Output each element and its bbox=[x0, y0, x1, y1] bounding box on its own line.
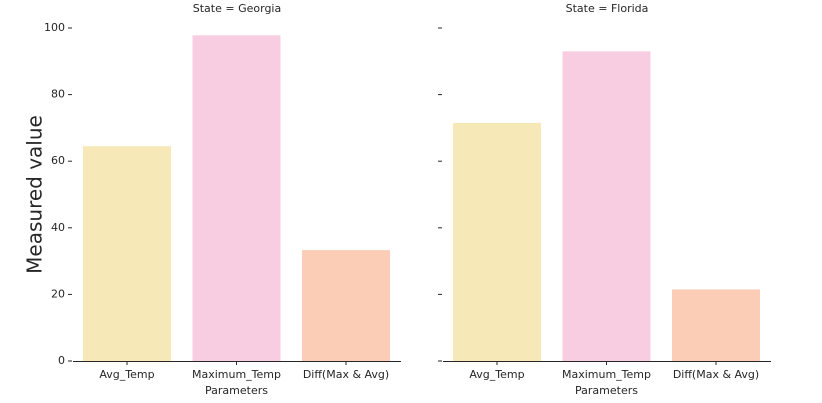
y-tick-label-4: 80 bbox=[51, 88, 65, 101]
y-tick-label-1: 20 bbox=[51, 287, 65, 300]
y-tick-label-0: 0 bbox=[58, 354, 65, 367]
y-tick-label-5: 100 bbox=[44, 21, 65, 34]
bar-1-1 bbox=[563, 51, 651, 361]
bar-0-0 bbox=[83, 146, 171, 361]
bar-1-2 bbox=[672, 289, 760, 361]
x-tick-label-1-1: Maximum_Temp bbox=[562, 368, 651, 381]
y-tick-label-2: 40 bbox=[51, 221, 65, 234]
bar-0-1 bbox=[193, 35, 281, 361]
panel-title-1: State = Florida bbox=[566, 2, 649, 15]
bar-1-0 bbox=[453, 123, 541, 361]
y-tick-label-3: 60 bbox=[51, 154, 65, 167]
y-axis-label: Measured value bbox=[23, 115, 47, 274]
x-tick-label-1-0: Avg_Temp bbox=[469, 368, 524, 381]
x-tick-label-1-2: Diff(Max & Avg) bbox=[673, 368, 759, 381]
x-axis-label-1: Parameters bbox=[575, 384, 638, 397]
x-tick-label-0-1: Maximum_Temp bbox=[192, 368, 281, 381]
x-tick-label-0-2: Diff(Max & Avg) bbox=[303, 368, 389, 381]
x-axis-label-0: Parameters bbox=[205, 384, 268, 397]
panel-title-0: State = Georgia bbox=[193, 2, 281, 15]
bar-0-2 bbox=[302, 250, 390, 361]
x-tick-label-0-0: Avg_Temp bbox=[99, 368, 154, 381]
